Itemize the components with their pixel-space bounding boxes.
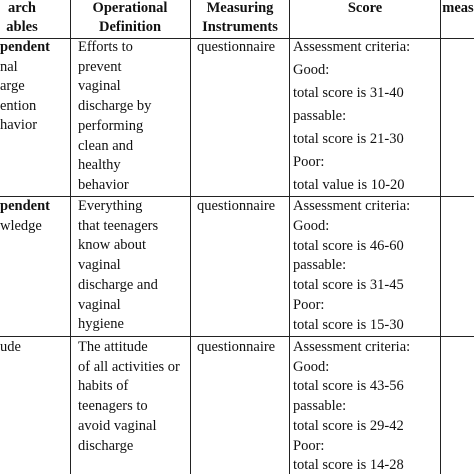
cell-text: Everything	[78, 198, 143, 214]
cell-text: prevent	[78, 58, 122, 75]
cell-text: Measuring	[206, 0, 274, 16]
cell-text: vaginal	[78, 296, 121, 313]
cell-text: Assessment criteria:	[293, 339, 411, 355]
cell-text: know about	[78, 237, 147, 254]
cell-text: behavior	[78, 176, 129, 193]
cell-text: Operational	[92, 0, 168, 16]
cell-text: wledge	[0, 217, 42, 234]
cell-text: vaginal	[78, 257, 121, 274]
cell-text: discharge by	[78, 98, 152, 115]
cell-text: discharge and	[78, 276, 158, 293]
cell-text: teenagers to	[78, 398, 148, 415]
cell-text: vaginal	[78, 78, 121, 95]
cell-text: passable:	[293, 398, 347, 415]
rule	[0, 196, 474, 197]
cell-text: nal	[0, 58, 18, 75]
rule	[289, 0, 290, 474]
cell-text: passable:	[293, 257, 347, 274]
cell-text: total score is 15-30	[293, 316, 404, 333]
rule	[70, 0, 71, 474]
cell-text: Assessment criteria:	[293, 198, 411, 214]
rule	[0, 336, 474, 337]
cell-text: arge	[0, 78, 25, 94]
cell-text: avoid vaginal	[78, 417, 157, 434]
cell-text: of all activities or	[78, 358, 180, 375]
cell-text: questionnaire	[197, 198, 276, 214]
cell-text: Poor:	[293, 297, 325, 313]
cell-text: Good:	[293, 358, 330, 375]
cell-text: arch	[8, 0, 36, 16]
cell-text: Score	[347, 0, 383, 16]
cell-text: healthy	[78, 157, 121, 174]
cell-text: total score is 31-40	[293, 85, 404, 101]
cell-text: Poor:	[293, 437, 325, 454]
rule	[190, 0, 191, 474]
cell-text: Assessment criteria:	[293, 39, 411, 55]
cell-text: total score is 46-60	[293, 237, 404, 254]
cell-text: Efforts to	[78, 39, 133, 55]
cell-text: total value is 10-20	[293, 177, 405, 193]
cell-text: that teenagers	[78, 217, 159, 234]
cell-text: hygiene	[78, 316, 124, 333]
cell-text: total score is 31-45	[293, 277, 404, 294]
cell-text: The attitude	[78, 339, 148, 355]
cell-text: pendent	[0, 39, 50, 55]
cell-text: clean and	[78, 137, 134, 154]
cell-text: Definition	[98, 19, 162, 35]
cell-text: passable:	[293, 108, 347, 124]
rule	[0, 38, 474, 39]
cell-text: ude	[0, 339, 21, 355]
cell-text: performing	[78, 117, 144, 134]
cell-text: ention	[0, 97, 37, 114]
cell-text: habits of	[78, 378, 129, 395]
cell-text: total score is 14-28	[293, 457, 404, 474]
cell-text: Poor:	[293, 154, 325, 170]
cell-text: questionnaire	[197, 39, 276, 55]
cell-text: pendent	[0, 198, 50, 214]
cell-text: Instruments	[202, 19, 278, 35]
cell-text: total score is 43-56	[293, 378, 404, 395]
cell-text: havior	[0, 117, 38, 133]
cell-text: discharge	[78, 437, 134, 454]
cell-text: Good:	[293, 217, 330, 234]
cell-text: meas	[442, 0, 474, 16]
cell-text: ables	[6, 19, 38, 35]
cell-text: Good:	[293, 62, 330, 78]
cell-text: total score is 21-30	[293, 131, 404, 147]
cell-text: questionnaire	[197, 339, 276, 355]
rule	[440, 0, 441, 474]
cell-text: total score is 29-42	[293, 417, 404, 434]
